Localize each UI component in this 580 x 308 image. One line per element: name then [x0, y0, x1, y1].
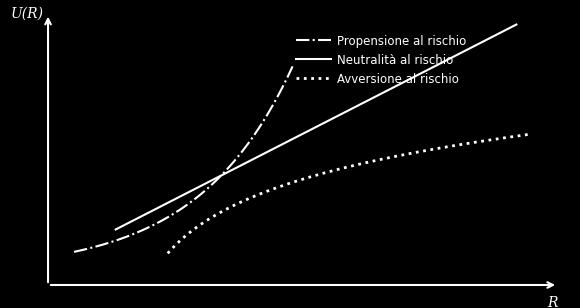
Propensione al rischio [71, 250, 78, 254]
Neutralità al rischio [351, 106, 358, 109]
Neutralità al rischio [112, 228, 119, 231]
Neutralità al rischio [329, 117, 336, 120]
Propensione al rischio [189, 199, 196, 203]
Neutralità al rischio [513, 23, 520, 26]
Text: U(R): U(R) [10, 7, 43, 21]
Avversione al rischio [339, 166, 346, 170]
Avversione al rischio [528, 132, 535, 136]
Propensione al rischio [250, 135, 257, 138]
Line: Propensione al rischio: Propensione al rischio [74, 66, 292, 252]
Line: Neutralità al rischio: Neutralità al rischio [115, 25, 516, 229]
Propensione al rischio [176, 209, 183, 212]
Propensione al rischio [175, 209, 182, 213]
Avversione al rischio [337, 167, 344, 171]
Avversione al rischio [361, 161, 368, 165]
Text: R: R [548, 296, 558, 308]
Neutralità al rischio [503, 28, 510, 31]
Propensione al rischio [289, 64, 296, 68]
Propensione al rischio [201, 190, 208, 193]
Propensione al rischio [284, 76, 291, 79]
Line: Avversione al rischio: Avversione al rischio [168, 134, 532, 253]
Legend: Propensione al rischio, Neutralità al rischio, Avversione al rischio: Propensione al rischio, Neutralità al ri… [296, 35, 466, 86]
Avversione al rischio [463, 142, 470, 145]
Avversione al rischio [164, 251, 171, 255]
Avversione al rischio [520, 133, 527, 137]
Neutralità al rischio [305, 129, 312, 133]
Avversione al rischio [381, 157, 388, 160]
Neutralità al rischio [303, 130, 310, 134]
Neutralità al rischio [441, 60, 448, 63]
